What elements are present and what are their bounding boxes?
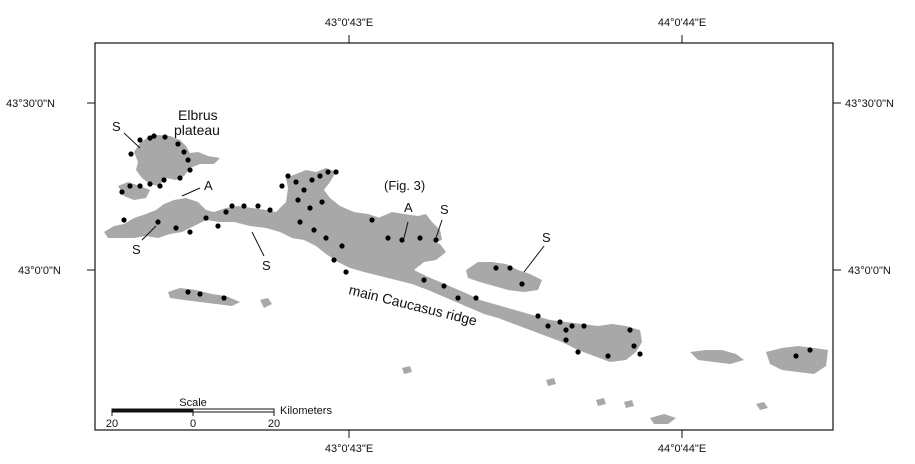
frame-ticks [87, 35, 841, 438]
coord-right-2: 43°0'0"N [848, 265, 891, 277]
label-s-3: S [262, 258, 271, 273]
label-s-4: S [440, 202, 449, 217]
coord-left-1: 43°30'0"N [6, 98, 55, 110]
scale-tick-left: 20 [106, 418, 118, 430]
coord-top-2: 44°0'44"E [658, 17, 706, 29]
scale-tick-right: 20 [268, 418, 280, 430]
label-s-5: S [542, 230, 551, 245]
scale-bar: Scale Kilometers 20 0 20 [106, 397, 333, 430]
coord-left-2: 43°0'0"N [18, 265, 61, 277]
scale-title: Scale [179, 397, 207, 409]
coord-bottom-2: 44°0'44"E [658, 443, 706, 455]
label-a-2: A [404, 200, 413, 215]
label-s-1: S [112, 119, 121, 134]
coord-top-1: 43°0'43"E [325, 17, 373, 29]
coord-right-1: 43°30'0"N [845, 98, 894, 110]
sample-points [119, 133, 813, 359]
scale-unit: Kilometers [280, 405, 332, 417]
coord-bottom-1: 43°0'43"E [325, 443, 373, 455]
label-fig-ref: (Fig. 3) [384, 178, 425, 193]
leader-lines [123, 132, 545, 273]
label-plateau: plateau [174, 122, 220, 138]
label-s-2: S [132, 242, 141, 257]
scale-tick-zero: 0 [190, 418, 196, 430]
label-elbrus: Elbrus [178, 107, 218, 123]
label-a-1: A [204, 178, 213, 193]
map-frame [94, 42, 834, 431]
label-ridge: main Caucasus ridge [347, 281, 479, 328]
